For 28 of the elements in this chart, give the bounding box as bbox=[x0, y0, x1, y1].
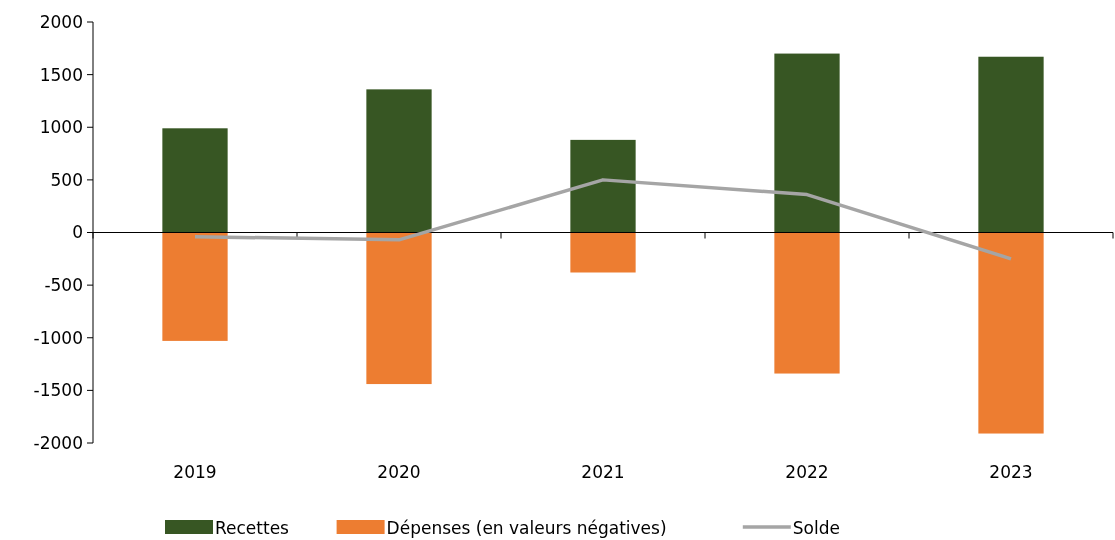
bar bbox=[162, 128, 228, 233]
x-tick-label: 2021 bbox=[581, 462, 625, 482]
y-tick-label: -500 bbox=[44, 275, 83, 296]
legend-label: Dépenses (en valeurs négatives) bbox=[386, 518, 667, 538]
y-tick-label: 0 bbox=[72, 222, 83, 243]
bar bbox=[774, 232, 840, 374]
y-tick-label: -2000 bbox=[33, 432, 83, 453]
x-tick-label: 2023 bbox=[989, 462, 1033, 482]
bar bbox=[366, 232, 432, 385]
legend-label: Recettes bbox=[215, 518, 290, 538]
x-tick-label: 2019 bbox=[173, 462, 217, 482]
x-tick-label: 2022 bbox=[785, 462, 829, 482]
line-series bbox=[193, 178, 1013, 261]
bar bbox=[570, 139, 636, 233]
legend-label: Solde bbox=[792, 518, 840, 538]
y-tick-label: 500 bbox=[50, 169, 83, 190]
x-tick-label: 2020 bbox=[377, 462, 421, 482]
y-tick-label: -1000 bbox=[33, 327, 83, 348]
bar bbox=[162, 232, 228, 341]
y-tick-label: -1500 bbox=[33, 380, 83, 401]
y-tick-label: 1500 bbox=[39, 64, 83, 85]
bar bbox=[366, 89, 432, 233]
bar bbox=[978, 232, 1044, 434]
y-tick-label: 1000 bbox=[39, 117, 83, 138]
bar bbox=[978, 56, 1044, 233]
y-tick-label: 2000 bbox=[39, 11, 83, 32]
bar bbox=[774, 53, 840, 233]
bar bbox=[570, 232, 636, 273]
